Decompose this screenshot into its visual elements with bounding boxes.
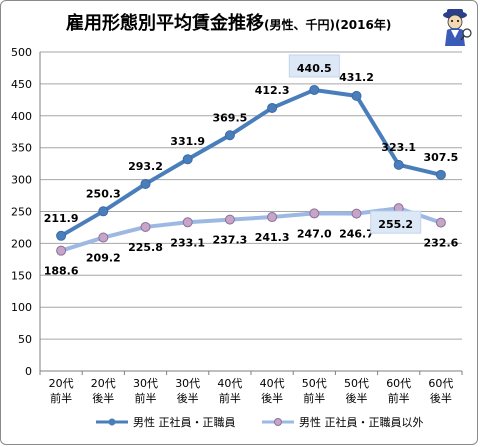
data-label-nonregular: 233.1	[170, 236, 205, 249]
data-label-regular: 331.9	[170, 135, 205, 148]
data-point-regular	[224, 130, 235, 141]
data-point-regular	[309, 84, 320, 95]
data-point-regular	[182, 154, 193, 165]
y-tick-label: 200	[11, 237, 32, 250]
data-point-nonregular	[351, 208, 362, 219]
data-label-regular: 250.3	[86, 187, 121, 200]
x-tick-label: 60代前半	[386, 377, 411, 405]
legend-swatch-regular	[96, 418, 128, 426]
y-tick-label: 450	[11, 78, 32, 91]
data-label-nonregular: 246.7	[339, 228, 374, 241]
data-label-regular: 440.5	[297, 62, 332, 75]
detective-mascot-icon	[436, 6, 474, 52]
data-label-regular: 307.5	[424, 151, 459, 164]
data-label-nonregular: 237.3	[213, 234, 248, 247]
data-label-nonregular: 209.2	[86, 252, 121, 265]
data-point-regular	[393, 159, 404, 170]
data-point-nonregular	[140, 221, 151, 232]
legend-swatch-nonregular	[262, 418, 294, 426]
data-point-nonregular	[56, 245, 67, 256]
legend-label-nonregular: 男性 正社員・正職員以外	[299, 416, 424, 429]
data-point-nonregular	[435, 217, 446, 228]
chart-title: 雇用形態別平均賃金推移(男性、千円)(2016年)	[66, 9, 391, 35]
y-tick-label: 400	[11, 110, 32, 123]
data-label-nonregular: 188.6	[44, 265, 79, 278]
data-labels: 211.9 250.3 293.2 331.9 369.5 412.3 440.5 431.2…	[44, 54, 459, 278]
data-point-nonregular	[309, 208, 320, 219]
data-point-regular	[98, 206, 109, 217]
data-point-nonregular	[182, 217, 193, 228]
data-point-regular	[140, 178, 151, 189]
y-tick-label: 100	[11, 301, 32, 314]
data-label-regular: 431.2	[339, 71, 374, 84]
data-point-regular	[56, 230, 67, 241]
x-tick-label: 20代後半	[91, 377, 116, 405]
y-tick-label: 500	[11, 46, 32, 59]
x-tick-label: 50代前半	[302, 377, 327, 405]
data-label-regular: 293.2	[128, 160, 163, 173]
data-label-nonregular: 255.2	[378, 218, 413, 231]
data-label-regular: 211.9	[44, 212, 79, 225]
x-tick-label: 40代前半	[217, 377, 242, 405]
legend: 男性 正社員・正職員 男性 正社員・正職員以外	[95, 414, 446, 430]
y-tick-label: 150	[11, 269, 32, 282]
highlight-box	[288, 54, 340, 78]
data-point-regular	[351, 90, 362, 101]
x-tick-label: 50代後半	[344, 377, 369, 405]
data-label-regular: 412.3	[255, 84, 290, 97]
x-tick-label: 60代後半	[428, 377, 453, 405]
chart-title-main: 雇用形態別平均賃金推移	[66, 13, 264, 34]
legend-label-regular: 男性 正社員・正職員	[133, 416, 236, 429]
data-point-regular	[267, 102, 278, 113]
data-label-nonregular: 241.3	[255, 231, 290, 244]
chart-title-sub: (男性、千円)(2016年)	[264, 18, 392, 32]
x-tick-label: 40代後半	[260, 377, 285, 405]
data-point-regular	[435, 169, 446, 180]
legend-item-regular: 男性 正社員・正職員	[95, 414, 236, 430]
axes: 0 50 100 150 200 250 300 350 400 450 500 20代前半 20代後半…	[11, 46, 463, 405]
data-label-nonregular: 225.8	[128, 241, 163, 254]
y-tick-label: 0	[25, 365, 32, 378]
series-line-0	[60, 87, 442, 238]
data-label-nonregular: 247.0	[297, 227, 332, 240]
x-tick-label: 30代後半	[175, 377, 200, 405]
data-point-nonregular	[224, 214, 235, 225]
highlight-box	[370, 210, 422, 234]
x-tick-label: 20代前半	[49, 377, 74, 405]
y-tick-label: 300	[11, 174, 32, 187]
x-tick-label: 30代前半	[133, 377, 158, 405]
data-point-nonregular	[267, 212, 278, 223]
data-point-nonregular	[98, 232, 109, 243]
y-tick-label: 350	[11, 142, 32, 155]
data-label-regular: 369.5	[213, 111, 248, 124]
data-label-nonregular: 232.6	[424, 237, 459, 250]
legend-item-nonregular: 男性 正社員・正職員以外	[261, 414, 424, 430]
y-tick-label: 250	[11, 206, 32, 219]
y-tick-label: 50	[18, 333, 32, 346]
data-label-regular: 323.1	[381, 141, 416, 154]
